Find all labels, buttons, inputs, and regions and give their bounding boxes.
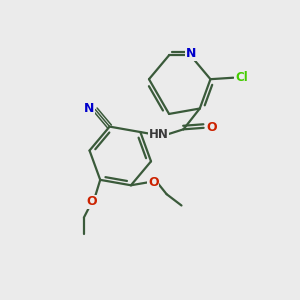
Text: N: N (186, 47, 196, 60)
Text: N: N (83, 102, 94, 116)
Text: O: O (206, 121, 217, 134)
Text: HN: HN (149, 128, 169, 141)
Text: Cl: Cl (235, 71, 248, 84)
Text: O: O (148, 176, 159, 189)
Text: O: O (86, 195, 97, 208)
